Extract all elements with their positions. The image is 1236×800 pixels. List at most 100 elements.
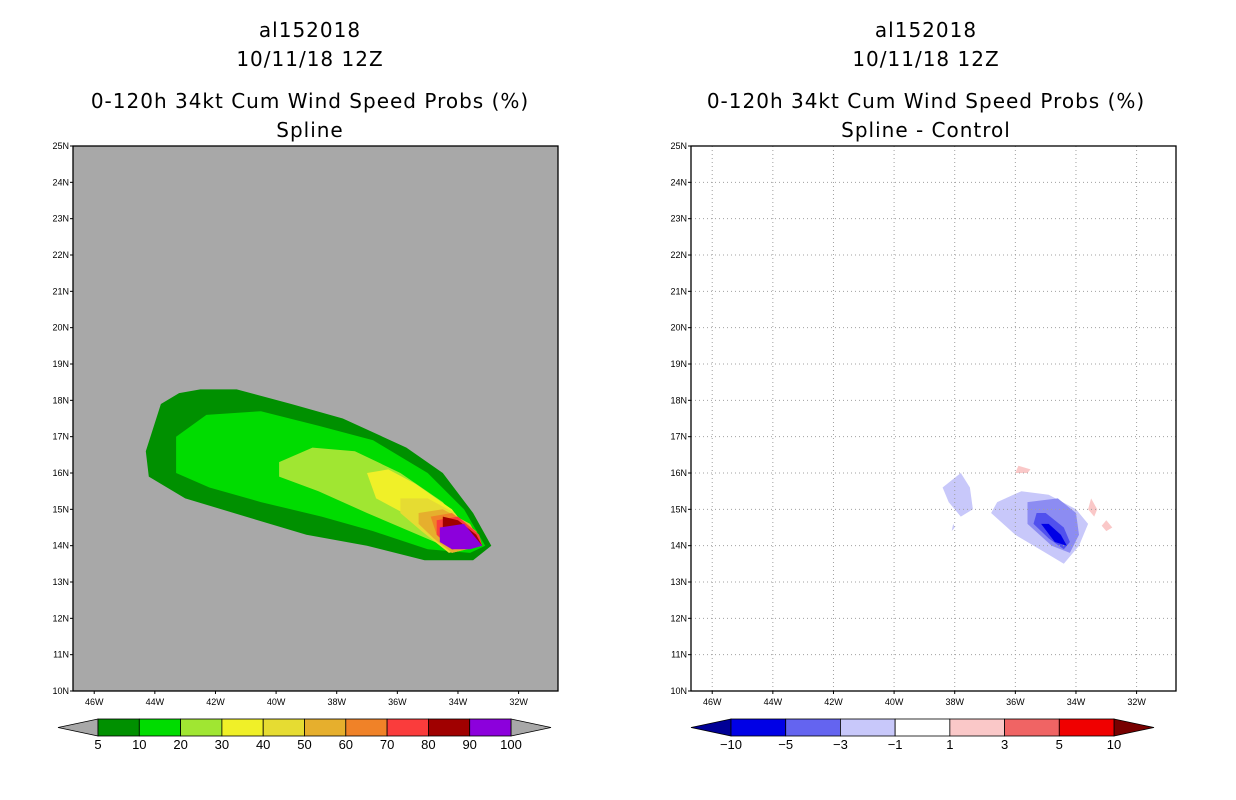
right-ytick-label: 11N: [671, 650, 687, 660]
right-xtick-label: 42W: [824, 697, 843, 707]
left-ytick-label: 11N: [53, 650, 69, 660]
right-title-line-3: 0-120h 34kt Cum Wind Speed Probs (%): [706, 89, 1146, 113]
right-colorbar-label: 3: [1001, 737, 1008, 752]
left-xtick-label: 46W: [85, 697, 104, 707]
left-xtick-label: 36W: [388, 697, 407, 707]
right-contour-level-1-8: [1101, 520, 1113, 532]
right-ytick-label: 24N: [670, 177, 687, 187]
right-ytick-label: 17N: [670, 432, 687, 442]
right-colorbar-label: −3: [833, 737, 848, 752]
right-colorbar-under-triangle: [690, 718, 732, 737]
left-colorbar-swatch: [138, 718, 182, 737]
right-colorbar-swatch: [1004, 718, 1060, 737]
left-colorbar-swatch: [180, 718, 223, 737]
left-xtick-label: 44W: [146, 697, 165, 707]
left-xtick-label: 34W: [449, 697, 468, 707]
left-xtick-label: 40W: [267, 697, 286, 707]
left-colorbar-label: 80: [421, 737, 435, 752]
left-colorbar-swatch: [345, 718, 388, 737]
left-title-line-3: 0-120h 34kt Cum Wind Speed Probs (%): [90, 89, 530, 113]
left-ytick-label: 14N: [52, 541, 69, 551]
left-colorbar: 5 10 20 30 40 50 60 70 80 90 100: [57, 718, 552, 752]
right-ytick-label: 19N: [670, 359, 687, 369]
right-ytick-label: 15N: [670, 504, 687, 514]
left-colorbar-swatch: [427, 718, 471, 737]
right-colorbar-swatch: [840, 718, 896, 737]
right-colorbar-swatch: [730, 718, 787, 737]
left-contour-group: [145, 389, 492, 561]
left-ytick-label: 15N: [52, 504, 69, 514]
left-ytick-label: 22N: [52, 250, 69, 260]
right-ytick-label: 18N: [670, 395, 687, 405]
left-colorbar-label: 40: [256, 737, 270, 752]
left-plot-group: 10N 11N 12N 13N 14N 15N 16N 17N 18N 19N 20N 21N 22N 2…: [52, 141, 559, 752]
right-ytick-label: 13N: [670, 577, 687, 587]
right-contour-level-neg10-5: [1041, 523, 1067, 546]
right-colorbar-swatch: [894, 718, 951, 737]
right-colorbar-label: −5: [778, 737, 793, 752]
left-colorbar-swatch: [469, 718, 512, 737]
left-ytick-label: 19N: [52, 359, 69, 369]
left-title-line-2: 10/11/18 12Z: [236, 47, 384, 71]
right-colorbar: −10 −5 −3 −1 1 3 5 10: [690, 718, 1155, 752]
right-ytick-label: 14N: [670, 541, 687, 551]
right-title-line-2: 10/11/18 12Z: [852, 47, 1000, 71]
left-colorbar-swatch: [386, 718, 429, 737]
left-colorbar-label: 20: [173, 737, 187, 752]
right-contour-level-neg1-0: [942, 473, 973, 517]
right-colorbar-label: 5: [1056, 737, 1063, 752]
right-xtick-label: 46W: [703, 697, 722, 707]
left-ytick-label: 18N: [52, 395, 69, 405]
left-ytick-label: 25N: [52, 141, 69, 151]
left-colorbar-label: 30: [215, 737, 229, 752]
right-ytick-label: 12N: [670, 613, 687, 623]
left-colorbar-label: 50: [297, 737, 311, 752]
left-title-line-4: Spline: [276, 118, 344, 142]
right-contour-level-1-7: [1088, 498, 1098, 517]
right-title-line-1: al152018: [874, 18, 978, 42]
right-colorbar-label: −1: [888, 737, 903, 752]
right-colorbar-label: 10: [1107, 737, 1121, 752]
right-title-line-4: Spline - Control: [841, 118, 1011, 142]
left-colorbar-label: 70: [380, 737, 394, 752]
right-contour-level-neg1-1: [951, 523, 955, 532]
right-colorbar-label: 1: [946, 737, 953, 752]
left-contour-level-90-9: [439, 523, 483, 550]
right-plot-group: 10N 11N 12N 13N 14N 15N 16N 17N 18N 19N 20N 21N 22N 2…: [670, 141, 1177, 752]
left-xtick-label: 42W: [206, 697, 225, 707]
left-ytick-label: 23N: [52, 214, 69, 224]
right-plot-frame: [690, 145, 1177, 692]
right-xtick-label: 40W: [885, 697, 904, 707]
right-ytick-label: 21N: [670, 286, 687, 296]
right-xtick-label: 36W: [1006, 697, 1025, 707]
left-plot-frame: [72, 145, 559, 692]
left-xtick-label: 38W: [327, 697, 346, 707]
right-ytick-label: 23N: [670, 214, 687, 224]
right-plot-background: [691, 146, 1176, 691]
right-ytick-label: 22N: [670, 250, 687, 260]
right-xtick-label: 32W: [1127, 697, 1146, 707]
right-colorbar-label: −10: [720, 737, 742, 752]
left-ytick-label: 20N: [52, 323, 69, 333]
left-xtick-label: 32W: [509, 697, 528, 707]
left-colorbar-label: 90: [462, 737, 476, 752]
right-colorbar-over-triangle: [1113, 718, 1155, 737]
left-colorbar-under-triangle: [57, 718, 99, 737]
right-xtick-label: 34W: [1067, 697, 1086, 707]
left-colorbar-over-triangle: [510, 718, 552, 737]
left-ytick-label: 10N: [52, 686, 69, 696]
right-ytick-label: 16N: [670, 468, 687, 478]
right-xtick-label: 44W: [764, 697, 783, 707]
left-ytick-label: 17N: [52, 432, 69, 442]
left-ytick-label: 12N: [52, 613, 69, 623]
right-ytick-label: 20N: [670, 323, 687, 333]
right-ytick-label: 25N: [670, 141, 687, 151]
right-colorbar-swatch: [785, 718, 841, 737]
right-title: al152018 10/11/18 12Z 0-120h 34kt Cum Wi…: [678, 16, 1174, 145]
left-colorbar-label: 60: [339, 737, 353, 752]
left-ytick-label: 16N: [52, 468, 69, 478]
left-colorbar-label: 5: [94, 737, 101, 752]
left-colorbar-label: 100: [500, 737, 522, 752]
left-title: al152018 10/11/18 12Z 0-120h 34kt Cum Wi…: [62, 16, 558, 145]
